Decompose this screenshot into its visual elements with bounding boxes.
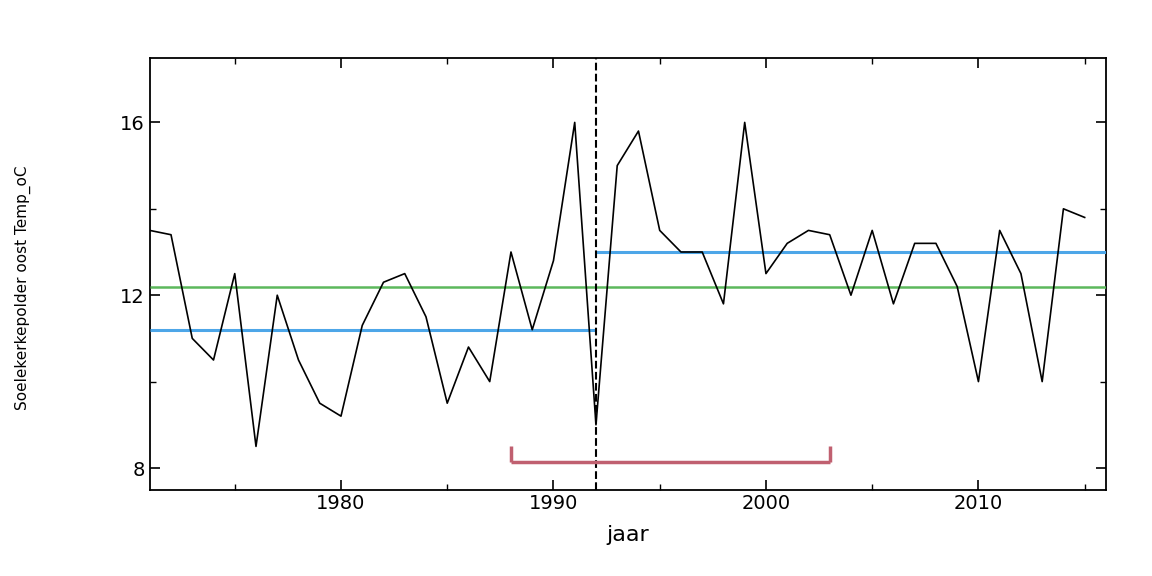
- X-axis label: jaar: jaar: [606, 525, 650, 544]
- Text: Soelekerkepolder oost Temp_oC: Soelekerkepolder oost Temp_oC: [15, 166, 31, 410]
